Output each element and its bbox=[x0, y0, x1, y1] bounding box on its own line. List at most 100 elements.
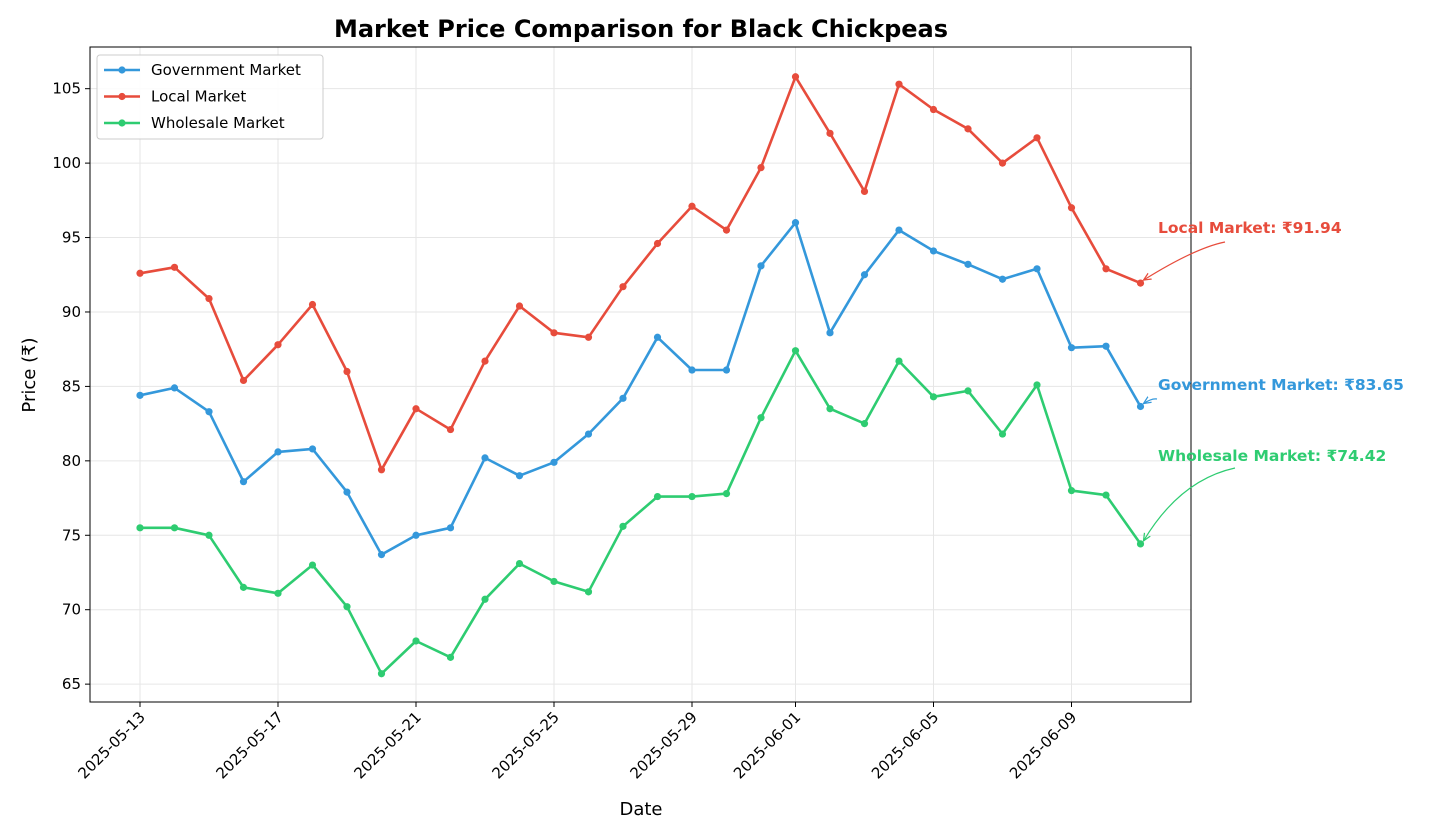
data-point bbox=[136, 391, 144, 399]
data-point bbox=[1102, 342, 1110, 350]
data-point bbox=[998, 159, 1007, 167]
legend-label: Wholesale Market bbox=[151, 114, 285, 132]
data-point bbox=[584, 588, 593, 596]
series-line-0 bbox=[139, 221, 1142, 556]
data-point bbox=[274, 341, 282, 349]
x-tick-label: 2025-06-09 bbox=[1006, 708, 1080, 782]
y-tick-label: 65 bbox=[62, 675, 81, 693]
data-point bbox=[1136, 402, 1145, 411]
data-point bbox=[757, 414, 765, 422]
data-point bbox=[377, 551, 386, 559]
data-point bbox=[791, 219, 800, 227]
data-point bbox=[205, 294, 213, 303]
chart-title: Market Price Comparison for Black Chickp… bbox=[334, 15, 948, 43]
legend: Government Market Local Market Wholesale M… bbox=[96, 54, 324, 140]
data-point bbox=[170, 263, 179, 271]
y-tick-label: 95 bbox=[62, 229, 81, 247]
y-axis-label: Price (₹) bbox=[19, 337, 40, 412]
data-point bbox=[791, 73, 800, 81]
data-point bbox=[1033, 134, 1041, 142]
data-point bbox=[481, 357, 489, 365]
y-axis: 65 70 75 80 85 90 95 100 105 bbox=[52, 80, 90, 693]
data-point bbox=[860, 420, 869, 428]
series-line-1 bbox=[139, 75, 1141, 472]
data-point bbox=[1102, 265, 1110, 273]
data-point bbox=[1033, 265, 1041, 273]
data-point bbox=[998, 275, 1007, 283]
grid bbox=[90, 47, 1191, 702]
data-point bbox=[895, 357, 903, 365]
y-tick-label: 70 bbox=[62, 601, 81, 619]
annotation-arrow bbox=[1144, 399, 1158, 404]
data-point bbox=[722, 366, 731, 374]
x-axis: 2025-05-13 2025-05-17 2025-05-21 2025-05-25… bbox=[74, 702, 1080, 782]
data-point bbox=[1067, 487, 1076, 495]
data-point bbox=[136, 269, 144, 277]
x-axis-label: Date bbox=[619, 799, 662, 820]
data-point bbox=[929, 105, 938, 114]
data-point bbox=[653, 333, 662, 341]
data-point bbox=[688, 366, 696, 374]
data-point bbox=[757, 262, 765, 270]
data-point bbox=[1067, 344, 1076, 352]
data-point bbox=[308, 561, 317, 569]
data-point bbox=[964, 260, 972, 268]
data-point bbox=[895, 226, 903, 234]
annotation-label: Local Market: ₹91.94 bbox=[1158, 219, 1342, 237]
data-point bbox=[998, 430, 1007, 438]
data-point bbox=[653, 239, 662, 248]
legend-marker bbox=[118, 66, 126, 74]
data-point bbox=[412, 531, 420, 539]
plot-frame bbox=[89, 46, 1192, 703]
legend-label: Government Market bbox=[151, 61, 301, 79]
data-point bbox=[239, 478, 248, 486]
data-point bbox=[1102, 491, 1110, 499]
data-point bbox=[308, 300, 317, 309]
data-point bbox=[377, 670, 386, 678]
data-point bbox=[550, 329, 558, 337]
data-point bbox=[343, 603, 351, 611]
data-point bbox=[239, 583, 248, 591]
x-tick-label: 2025-05-29 bbox=[626, 708, 700, 782]
data-point bbox=[722, 226, 731, 234]
data-point bbox=[584, 333, 593, 341]
data-point bbox=[170, 384, 179, 392]
series-layer bbox=[136, 73, 1145, 678]
annotation-label: Government Market: ₹83.65 bbox=[1158, 376, 1404, 394]
data-point bbox=[964, 125, 972, 133]
data-point bbox=[377, 466, 386, 474]
data-point bbox=[653, 492, 662, 501]
legend-box bbox=[96, 54, 324, 140]
data-point bbox=[929, 247, 938, 255]
x-tick-label: 2025-05-25 bbox=[488, 708, 562, 782]
legend-marker bbox=[118, 92, 126, 101]
y-tick-label: 80 bbox=[62, 452, 81, 470]
data-point bbox=[170, 524, 179, 532]
data-point bbox=[1136, 540, 1145, 548]
data-point bbox=[239, 376, 248, 385]
y-tick-label: 105 bbox=[52, 80, 81, 98]
data-point bbox=[481, 454, 489, 462]
x-tick-label: 2025-05-13 bbox=[74, 708, 148, 782]
x-tick-label: 2025-05-17 bbox=[212, 708, 286, 782]
annotation-label: Wholesale Market: ₹74.42 bbox=[1158, 447, 1386, 465]
y-tick-label: 100 bbox=[52, 154, 81, 172]
data-point bbox=[619, 522, 627, 530]
data-point bbox=[688, 492, 696, 501]
data-point bbox=[791, 347, 800, 355]
data-point bbox=[619, 394, 627, 402]
data-point bbox=[446, 653, 455, 661]
y-tick-label: 85 bbox=[62, 377, 81, 395]
data-point bbox=[446, 524, 455, 532]
data-point bbox=[205, 408, 213, 416]
data-point bbox=[584, 430, 593, 438]
data-point bbox=[515, 559, 524, 568]
data-point bbox=[1033, 381, 1041, 389]
data-point bbox=[308, 445, 317, 453]
data-point bbox=[826, 329, 834, 337]
data-point bbox=[515, 302, 524, 310]
data-point bbox=[1067, 204, 1076, 212]
x-tick-label: 2025-06-05 bbox=[868, 708, 942, 782]
